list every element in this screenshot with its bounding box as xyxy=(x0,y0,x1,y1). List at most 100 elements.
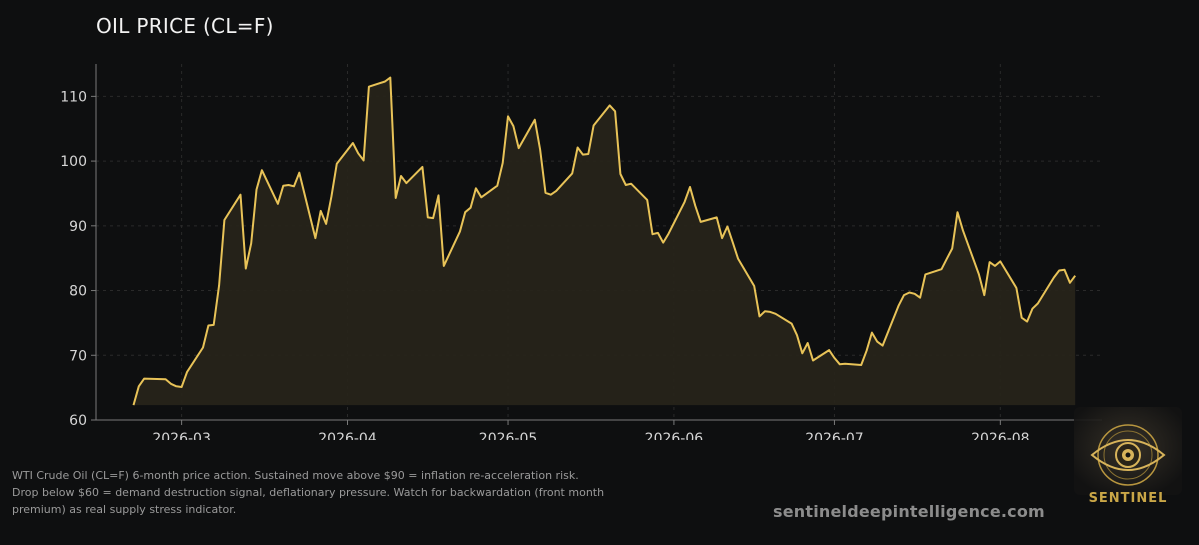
data-point xyxy=(614,111,616,113)
y-tick-label: 110 xyxy=(60,89,87,105)
data-point xyxy=(700,221,702,223)
data-point xyxy=(427,217,429,219)
eye-icon xyxy=(1074,407,1182,495)
data-point xyxy=(550,194,552,196)
data-point xyxy=(925,274,927,276)
data-point xyxy=(213,324,215,326)
data-point xyxy=(978,274,980,276)
y-tick-label: 100 xyxy=(60,154,87,170)
data-point xyxy=(502,162,504,164)
data-point xyxy=(534,119,536,121)
x-tick-label: 2026-03 xyxy=(152,431,211,440)
data-point xyxy=(555,190,557,192)
data-point xyxy=(759,316,761,318)
data-point xyxy=(898,305,900,307)
website-url: sentineldeepintelligence.com xyxy=(773,502,1045,521)
y-tick-label: 70 xyxy=(69,348,87,364)
data-point xyxy=(737,258,739,260)
data-point xyxy=(299,172,301,174)
data-point xyxy=(390,77,392,79)
data-point xyxy=(1064,269,1066,271)
data-point xyxy=(545,192,547,194)
data-point xyxy=(507,116,509,118)
data-point xyxy=(202,347,204,349)
data-point xyxy=(769,311,771,313)
data-point xyxy=(866,350,868,352)
data-point xyxy=(395,197,397,199)
data-point xyxy=(368,86,370,88)
data-point xyxy=(994,265,996,267)
data-point xyxy=(588,153,590,155)
data-point xyxy=(218,285,220,287)
data-point xyxy=(951,248,953,250)
data-point xyxy=(721,237,723,239)
data-point xyxy=(989,261,991,263)
data-point xyxy=(224,219,226,221)
data-point xyxy=(571,173,573,175)
data-point xyxy=(208,325,210,327)
data-point xyxy=(1053,277,1055,279)
data-point xyxy=(625,184,627,186)
data-point xyxy=(133,404,135,406)
data-point xyxy=(828,349,830,351)
data-point xyxy=(807,342,809,344)
axes xyxy=(95,64,1102,421)
data-point xyxy=(732,242,734,244)
data-point xyxy=(909,292,911,294)
data-point xyxy=(882,345,884,347)
data-point xyxy=(871,332,873,334)
data-point xyxy=(662,242,664,244)
data-point xyxy=(513,125,515,127)
data-point xyxy=(422,166,424,168)
price-chart: 60 70 80 90 100 110 2026-03 2026-04 2026-05 2026-… xyxy=(60,64,1102,440)
data-point xyxy=(277,203,279,205)
data-point xyxy=(539,149,541,151)
data-point xyxy=(470,207,472,209)
data-point xyxy=(459,231,461,233)
data-point xyxy=(186,371,188,373)
data-point xyxy=(438,195,440,197)
data-point xyxy=(903,294,905,296)
data-point xyxy=(1037,303,1039,305)
data-point xyxy=(481,197,483,199)
x-tick-label: 2026-06 xyxy=(645,431,704,440)
data-point xyxy=(957,211,959,213)
data-point xyxy=(518,147,520,149)
caption-line-2: Drop below $60 = demand destruction sign… xyxy=(12,486,605,499)
data-point xyxy=(652,233,654,235)
data-point xyxy=(812,360,814,362)
data-point xyxy=(791,323,793,325)
data-point xyxy=(962,230,964,232)
data-point xyxy=(1000,261,1002,263)
data-point xyxy=(1074,275,1076,277)
data-point xyxy=(1016,287,1018,289)
x-tick-label: 2026-08 xyxy=(971,431,1030,440)
data-point xyxy=(357,153,359,155)
data-point xyxy=(256,189,258,191)
y-tick-label: 80 xyxy=(69,284,87,300)
x-tick-label: 2026-07 xyxy=(805,431,864,440)
data-point xyxy=(1021,317,1023,319)
data-point xyxy=(834,357,836,359)
data-point xyxy=(630,183,632,185)
data-point xyxy=(914,293,916,295)
data-point xyxy=(593,125,595,127)
data-point xyxy=(657,232,659,234)
data-point xyxy=(796,334,798,336)
data-point xyxy=(727,226,729,228)
data-point xyxy=(443,265,445,267)
data-point xyxy=(331,196,333,198)
data-point xyxy=(764,311,766,313)
chart-caption: WTI Crude Oil (CL=F) 6-month price actio… xyxy=(12,467,652,518)
data-point xyxy=(363,160,365,162)
data-point xyxy=(352,142,354,144)
data-point xyxy=(240,194,242,196)
caption-line-1: WTI Crude Oil (CL=F) 6-month price actio… xyxy=(12,469,579,482)
axis-ticks: 60 70 80 90 100 110 2026-03 2026-04 2026-05 2026-… xyxy=(60,89,1029,440)
data-point xyxy=(464,211,466,213)
data-point xyxy=(261,169,263,171)
y-tick-label: 60 xyxy=(69,413,87,429)
data-point xyxy=(293,186,295,188)
data-point xyxy=(946,258,948,260)
data-point xyxy=(941,268,943,270)
